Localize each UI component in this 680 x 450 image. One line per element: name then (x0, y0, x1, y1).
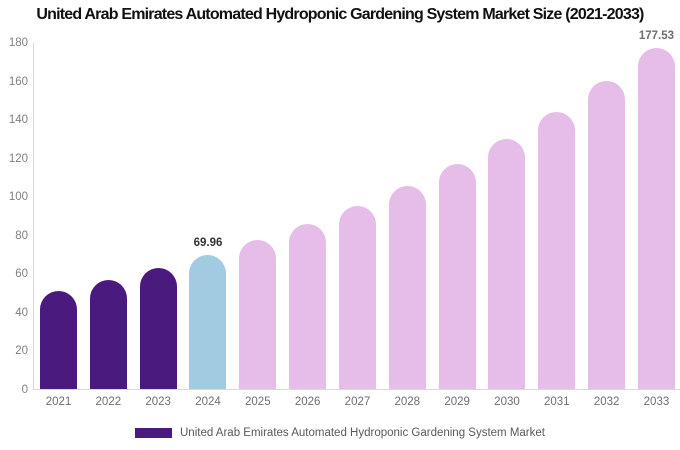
bar-2029 (438, 163, 476, 390)
chart-title: United Arab Emirates Automated Hydroponi… (36, 6, 644, 23)
x-label-2021: 2021 (45, 396, 72, 408)
y-tick-140: 140 (8, 114, 28, 126)
x-label-2023: 2023 (145, 396, 171, 408)
bar-2027 (338, 205, 376, 390)
bar-2032 (588, 81, 626, 390)
y-tick-120: 120 (8, 152, 28, 165)
y-tick-60: 60 (15, 268, 28, 280)
bar-2022 (89, 280, 127, 390)
x-label-2022: 2022 (95, 396, 122, 408)
x-label-2030: 2030 (494, 396, 520, 408)
bar-2030 (488, 138, 526, 390)
x-label-2032: 2032 (593, 396, 620, 408)
value-label-2024: 69.96 (193, 236, 223, 249)
value-label-2033: 177.53 (638, 29, 675, 42)
bar-2028 (388, 185, 426, 390)
x-label-2029: 2029 (444, 396, 470, 408)
x-label-2025: 2025 (245, 396, 271, 408)
legend: United Arab Emirates Automated Hydroponi… (0, 427, 680, 439)
bar-2025 (239, 240, 277, 390)
y-axis-line (33, 43, 34, 390)
x-label-2028: 2028 (394, 396, 421, 408)
y-tick-180: 180 (8, 37, 28, 49)
y-tick-100: 100 (8, 191, 28, 203)
legend-label: United Arab Emirates Automated Hydroponi… (180, 427, 545, 439)
bar-2026 (289, 223, 327, 390)
x-label-2033: 2033 (643, 396, 670, 408)
bar-2023 (139, 268, 177, 390)
x-label-2024: 2024 (195, 396, 221, 408)
y-tick-160: 160 (8, 75, 28, 88)
y-tick-40: 40 (15, 306, 28, 319)
y-tick-80: 80 (15, 229, 28, 242)
legend-swatch (135, 428, 172, 438)
x-axis-line (33, 389, 680, 390)
y-tick-0: 0 (21, 383, 28, 396)
bar-2031 (538, 111, 576, 390)
x-label-2031: 2031 (544, 396, 570, 408)
x-label-2027: 2027 (344, 396, 371, 408)
x-label-2026: 2026 (294, 396, 321, 408)
bar-2021 (40, 290, 77, 390)
bar-2033 (637, 47, 675, 390)
bar-2024 (189, 254, 227, 390)
y-tick-20: 20 (15, 345, 28, 357)
